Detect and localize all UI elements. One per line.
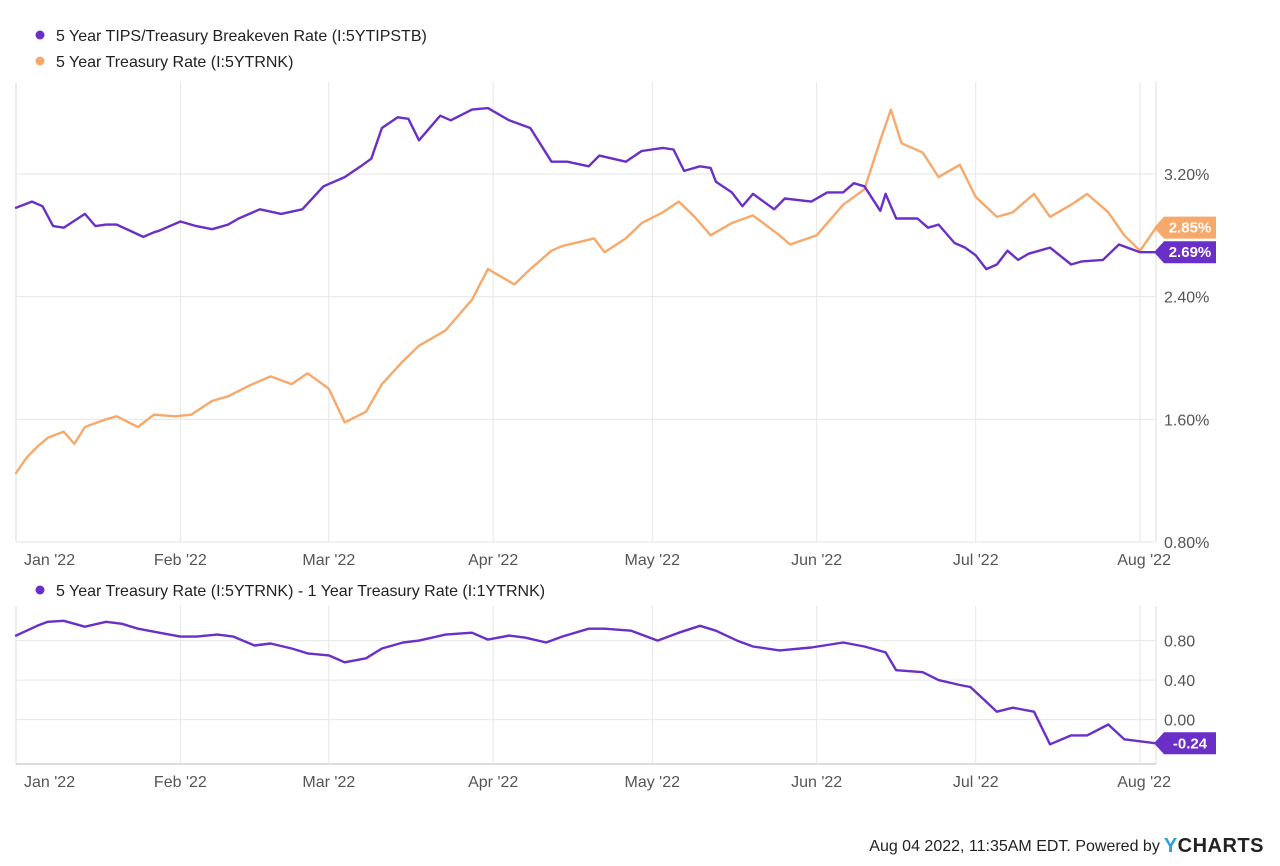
bottom-chart: Jan '22 Feb '22 Mar '22 Apr '22 May '22 Jun '… [14,606,1216,791]
footer-timestamp: Aug 04 2022, 11:35AM EDT. Powered by [869,837,1160,855]
x-tick-label: Mar '22 [302,552,355,569]
x-tick-label: Feb '22 [154,774,207,791]
x-tick-label: May '22 [625,774,681,791]
x-tick-label: Jan '22 [24,774,75,791]
last-value-label-0-0: 2.69% [1169,244,1212,261]
x-tick-label: Jun '22 [791,774,842,791]
x-tick-label: May '22 [625,552,681,569]
last-value-flag-1-0 [1154,732,1216,755]
y-tick-label: 3.20% [1164,167,1209,184]
ycharts-logo-text: CHARTS [1177,835,1264,857]
legend-label-breakeven[interactable]: 5 Year TIPS/Treasury Breakeven Rate (I:5… [56,28,427,45]
top-chart: Jan '22 Feb '22 Mar '22 Apr '22 May '22 Jun '… [14,82,1216,569]
last-value-label-0-1: 2.85% [1169,220,1212,237]
x-tick-label: Jun '22 [791,552,842,569]
x-tick-label: Jul '22 [953,774,999,791]
series-line-0-1[interactable] [14,108,1158,475]
y-tick-label: 1.60% [1164,412,1209,429]
x-tick-label: Apr '22 [468,552,518,569]
y-tick-label: 0.80 [1164,634,1195,651]
x-tick-label: Aug '22 [1117,774,1171,791]
last-value-flag-0-0 [1154,241,1216,264]
legend-marker-treasury [35,56,45,66]
ycharts-logo[interactable]: YCHARTS [1164,835,1264,858]
y-tick-label: 0.40 [1164,673,1195,690]
legend-label-spread[interactable]: 5 Year Treasury Rate (I:5YTRNK) - 1 Year… [56,583,545,600]
x-tick-label: Feb '22 [154,552,207,569]
legend-marker-breakeven [35,30,45,40]
series-line-1-0[interactable] [14,619,1158,746]
x-tick-label: Aug '22 [1117,552,1171,569]
last-value-label-1-0: -0.24 [1173,735,1208,752]
x-tick-label: Jul '22 [953,552,999,569]
ycharts-logo-mark: Y [1163,835,1178,857]
footer: Aug 04 2022, 11:35AM EDT. Powered by YCH… [869,835,1264,858]
legend-label-treasury[interactable]: 5 Year Treasury Rate (I:5YTRNK) [56,54,293,71]
legend-marker-spread [35,585,45,595]
x-tick-label: Jan '22 [24,552,75,569]
y-tick-label: 0.80% [1164,535,1209,552]
y-tick-label: 2.40% [1164,290,1209,307]
x-tick-label: Apr '22 [468,774,518,791]
y-tick-label: 0.00 [1164,713,1195,730]
last-value-flag-0-1 [1154,216,1216,239]
series-line-0-0[interactable] [14,106,1158,271]
x-tick-label: Mar '22 [302,774,355,791]
